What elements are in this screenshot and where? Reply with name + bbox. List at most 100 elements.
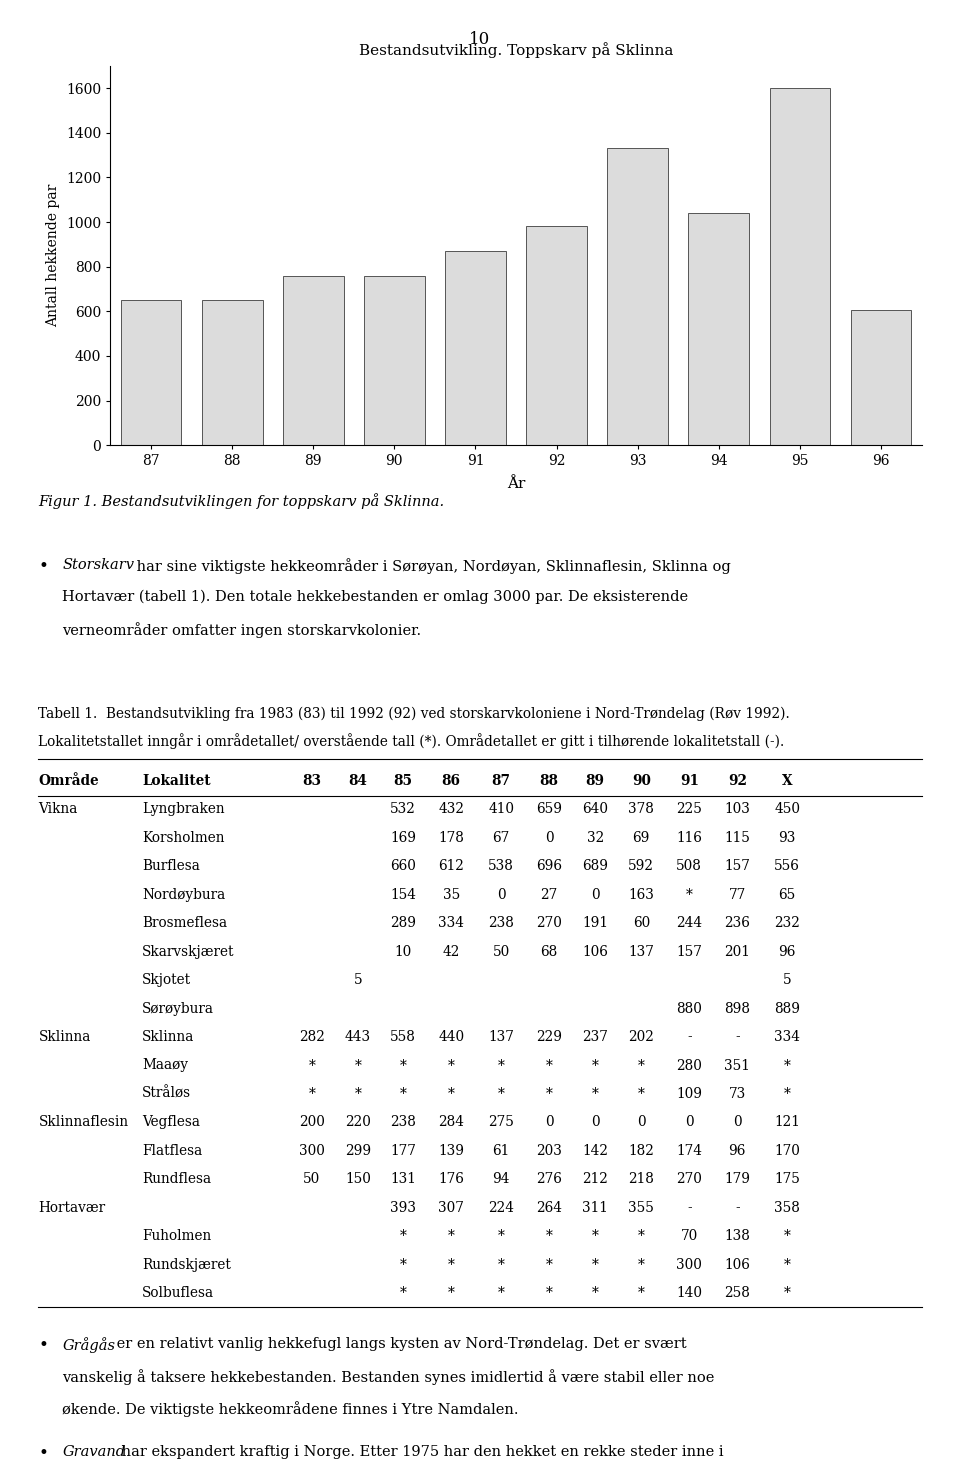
Text: Rundflesa: Rundflesa [142,1172,211,1187]
Text: 201: 201 [725,945,750,959]
Text: Vegflesa: Vegflesa [142,1115,200,1130]
Text: 157: 157 [725,858,750,873]
Text: 42: 42 [443,945,460,959]
Text: *: * [399,1259,407,1272]
Text: 157: 157 [677,945,702,959]
Text: X: X [781,774,793,788]
Text: *: * [399,1086,407,1101]
Text: 140: 140 [676,1286,703,1301]
Text: Lokalitet: Lokalitet [142,774,210,788]
Text: 244: 244 [676,917,703,930]
Text: 284: 284 [438,1115,465,1130]
Text: *: * [354,1086,362,1101]
Text: 443: 443 [345,1031,372,1044]
Text: 220: 220 [346,1115,371,1130]
Text: 264: 264 [536,1200,563,1215]
Text: 378: 378 [629,803,654,816]
Text: •: • [38,1337,48,1353]
Text: 154: 154 [390,888,417,902]
Text: *: * [447,1286,455,1301]
Text: 358: 358 [775,1200,800,1215]
Text: Grågås: Grågås [62,1337,115,1352]
Text: 96: 96 [779,945,796,959]
Text: 238: 238 [391,1115,416,1130]
Text: 10: 10 [469,31,491,48]
Text: 68: 68 [540,945,558,959]
Text: 660: 660 [391,858,416,873]
Text: 61: 61 [492,1145,510,1158]
Text: 106: 106 [725,1259,750,1272]
Text: 191: 191 [582,917,609,930]
Text: 0: 0 [685,1115,693,1130]
Text: *: * [399,1286,407,1301]
Text: 659: 659 [536,803,563,816]
Text: Hortavær: Hortavær [38,1200,106,1215]
Text: *: * [591,1229,599,1244]
Text: Lyngbraken: Lyngbraken [142,803,225,816]
Text: 35: 35 [443,888,460,902]
Text: 69: 69 [633,831,650,845]
Text: Sklinnaflesin: Sklinnaflesin [38,1115,129,1130]
Text: 94: 94 [492,1172,510,1187]
Text: 280: 280 [677,1058,702,1073]
Text: Brosmeflesa: Brosmeflesa [142,917,228,930]
Text: 237: 237 [583,1031,608,1044]
Bar [121,301,181,445]
Text: 179: 179 [724,1172,751,1187]
Text: 410: 410 [488,803,515,816]
Text: *: * [399,1229,407,1244]
Text: *: * [783,1229,791,1244]
Text: 84: 84 [348,774,368,788]
Text: 558: 558 [391,1031,416,1044]
Text: *: * [447,1229,455,1244]
Text: 121: 121 [775,1115,800,1130]
Text: -: - [687,1200,691,1215]
Text: verneområder omfatter ingen storskarvkolonier.: verneområder omfatter ingen storskarvkol… [62,622,421,638]
Text: 450: 450 [774,803,801,816]
Text: 170: 170 [775,1145,800,1158]
Text: 440: 440 [438,1031,465,1044]
Text: 889: 889 [774,1002,801,1016]
Text: *: * [447,1086,455,1101]
Text: 169: 169 [390,831,417,845]
Text: *: * [308,1086,316,1101]
Text: 70: 70 [681,1229,698,1244]
Text: *: * [545,1286,553,1301]
Text: 0: 0 [591,888,599,902]
Text: 334: 334 [774,1031,801,1044]
Text: 65: 65 [779,888,796,902]
Bar [364,276,424,445]
Text: 592: 592 [628,858,655,873]
Text: 109: 109 [676,1086,703,1101]
Text: 212: 212 [583,1172,608,1187]
X-axis label: År: År [507,476,525,491]
Text: Storskarv: Storskarv [62,558,134,572]
Text: 163: 163 [629,888,654,902]
Text: Korsholmen: Korsholmen [142,831,225,845]
Text: *: * [545,1058,553,1073]
Text: *: * [591,1058,599,1073]
Text: Tabell 1.  Bestandsutvikling fra 1983 (83) til 1992 (92) ved storskarvkoloniene : Tabell 1. Bestandsutvikling fra 1983 (83… [38,707,790,721]
Text: 238: 238 [489,917,514,930]
Text: 177: 177 [391,1145,416,1158]
Text: 60: 60 [633,917,650,930]
Text: *: * [447,1058,455,1073]
Text: *: * [497,1259,505,1272]
Text: 289: 289 [390,917,417,930]
Text: har ekspandert kraftig i Norge. Etter 1975 har den hekket en rekke steder inne i: har ekspandert kraftig i Norge. Etter 19… [117,1445,724,1459]
Text: 77: 77 [729,888,746,902]
Text: 307: 307 [439,1200,464,1215]
Text: 10: 10 [395,945,412,959]
Text: 67: 67 [492,831,510,845]
Text: 282: 282 [300,1031,324,1044]
Bar [688,213,749,445]
Text: 508: 508 [677,858,702,873]
Text: 640: 640 [582,803,609,816]
Text: 5: 5 [354,974,362,987]
Text: *: * [591,1286,599,1301]
Text: 178: 178 [439,831,464,845]
Text: 90: 90 [632,774,651,788]
Text: 174: 174 [676,1145,703,1158]
Text: vanskelig å taksere hekkebestanden. Bestanden synes imidlertid å være stabil ell: vanskelig å taksere hekkebestanden. Best… [62,1369,715,1384]
Bar [445,251,506,445]
